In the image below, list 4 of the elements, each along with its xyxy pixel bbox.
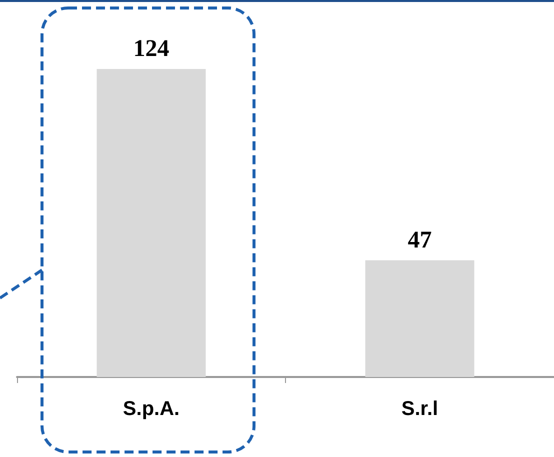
x-tick-label: S.p.A. xyxy=(122,398,180,420)
data-label: 124 xyxy=(133,36,170,62)
data-label: 47 xyxy=(408,227,432,254)
x-tick-label: S.r.l xyxy=(401,398,438,420)
